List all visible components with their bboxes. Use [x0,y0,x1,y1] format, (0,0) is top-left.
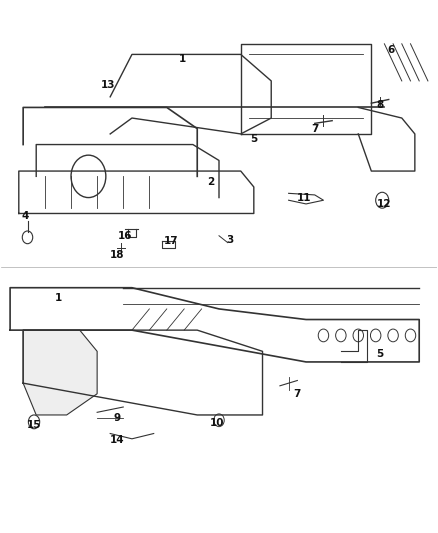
Text: 1: 1 [178,54,186,63]
Text: 2: 2 [207,176,214,187]
Text: 7: 7 [311,124,318,134]
Text: 3: 3 [226,235,233,245]
Text: 9: 9 [113,413,120,423]
Text: 18: 18 [110,250,124,260]
Text: 11: 11 [297,192,311,203]
Text: 12: 12 [377,199,392,209]
Text: 10: 10 [209,418,224,428]
Text: 13: 13 [101,80,115,90]
Text: 14: 14 [110,435,124,446]
Text: 7: 7 [293,389,301,399]
Text: 4: 4 [21,211,29,221]
Text: 5: 5 [376,349,384,359]
Text: 16: 16 [118,231,133,241]
Text: 8: 8 [376,100,384,110]
Text: 15: 15 [27,419,41,430]
Text: 6: 6 [387,45,395,55]
Text: 17: 17 [164,236,178,246]
Text: 1: 1 [54,293,62,303]
Polygon shape [23,330,97,415]
Text: 5: 5 [250,134,258,144]
